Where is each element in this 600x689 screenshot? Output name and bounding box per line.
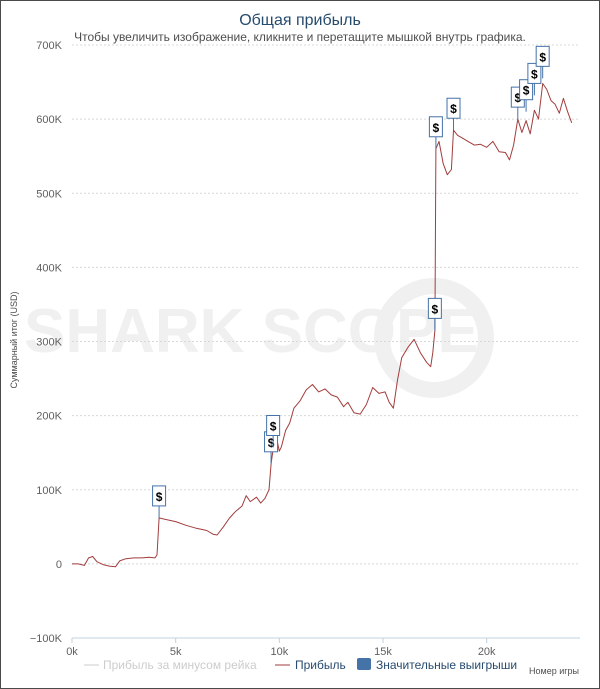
series-line-1 — [72, 83, 573, 568]
y-axis-title: Суммарный итог (USD) — [9, 291, 19, 388]
gridlines — [72, 44, 580, 639]
flag-symbol: $ — [270, 419, 277, 433]
y-axis-ticks: −100K 0 100K 200K 300K 400K 500K 600K 700K — [30, 40, 63, 645]
flag-box — [427, 297, 442, 319]
flag-symbol: $ — [432, 302, 439, 316]
big-win-flag[interactable]: $ — [428, 116, 443, 149]
flag-symbol: $ — [514, 91, 521, 105]
big-win-flag[interactable]: $ — [535, 45, 550, 79]
flag-box — [527, 62, 542, 84]
x-tick-label: 20k — [478, 646, 496, 658]
watermark-text: SHARK SCOPE — [24, 297, 479, 366]
x-axis-title: Номер игры — [529, 666, 579, 676]
flag-box — [519, 79, 534, 101]
chart-subtitle: Чтобы увеличить изображение, кликните и … — [74, 30, 526, 44]
x-tick-label: 0k — [66, 646, 78, 658]
flag-symbol: $ — [523, 84, 530, 98]
big-win-flag[interactable]: $ — [519, 79, 534, 112]
flag-symbol: $ — [539, 50, 546, 64]
legend-label-net-profit: Прибыль за минусом рейка — [103, 658, 257, 672]
x-tick-label: 10k — [270, 646, 288, 658]
big-win-flag[interactable]: $ — [266, 414, 281, 448]
big-win-flag[interactable]: $ — [427, 297, 442, 331]
legend[interactable]: Прибыль за минусом рейка Прибыль Значите… — [84, 658, 517, 672]
flag-box — [535, 45, 550, 67]
legend-label-profit: Прибыль — [295, 658, 346, 672]
y-tick-label: 100K — [36, 485, 62, 497]
watermark-logo: SHARK SCOPE — [24, 278, 494, 398]
x-tick-label: 5k — [170, 646, 182, 658]
big-win-flag[interactable]: $ — [446, 97, 461, 131]
legend-item-net-profit[interactable]: Прибыль за минусом рейка — [84, 658, 257, 672]
flag-symbol: $ — [450, 102, 457, 116]
big-win-flag[interactable]: $ — [152, 485, 167, 518]
flag-box — [266, 414, 281, 436]
x-axis-ticks: 0k 5k 10k 15k 20k — [66, 638, 496, 658]
y-tick-label: 700K — [36, 40, 62, 52]
chart-title: Общая прибыль — [239, 12, 361, 29]
legend-swatch-blue — [357, 658, 371, 670]
y-tick-label: 0 — [56, 559, 62, 571]
flag-symbol: $ — [433, 121, 440, 135]
watermark-ring — [374, 278, 494, 398]
x-tick-label: 15k — [374, 646, 392, 658]
y-tick-label: 400K — [36, 262, 62, 274]
flag-box — [428, 116, 443, 138]
flag-box — [152, 485, 167, 507]
flag-symbol: $ — [531, 67, 538, 81]
y-tick-label: −100K — [30, 633, 63, 645]
flag-box — [446, 97, 461, 119]
y-tick-label: 200K — [36, 411, 62, 423]
legend-label-big-wins: Значительные выигрыши — [376, 658, 517, 672]
flags-layer[interactable]: $$$$$$$$$$ — [152, 45, 550, 518]
y-tick-label: 500K — [36, 188, 62, 200]
y-tick-label: 300K — [36, 337, 62, 349]
big-win-flag[interactable]: $ — [264, 431, 279, 464]
legend-item-profit[interactable]: Прибыль — [275, 658, 346, 672]
series-layer — [72, 83, 573, 568]
flag-symbol: $ — [268, 436, 275, 450]
flag-symbol: $ — [156, 490, 163, 504]
legend-item-big-wins[interactable]: Значительные выигрыши — [357, 658, 517, 672]
y-tick-label: 600K — [36, 114, 62, 126]
big-win-flag[interactable]: $ — [527, 62, 542, 96]
